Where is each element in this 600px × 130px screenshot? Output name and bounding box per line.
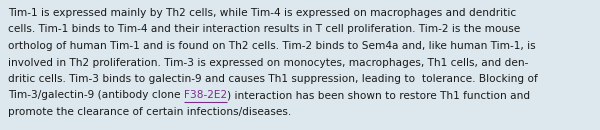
Text: F38-2E2: F38-2E2 bbox=[184, 90, 227, 100]
Text: Tim-3/galectin-9 (antibody clone: Tim-3/galectin-9 (antibody clone bbox=[8, 90, 184, 100]
Text: cells. Tim-1 binds to Tim-4 and their interaction results in T cell proliferatio: cells. Tim-1 binds to Tim-4 and their in… bbox=[8, 24, 520, 34]
Text: ortholog of human Tim-1 and is found on Th2 cells. Tim-2 binds to Sem4a and, lik: ortholog of human Tim-1 and is found on … bbox=[8, 41, 536, 51]
Text: dritic cells. Tim-3 binds to galectin-9 and causes Th1 suppression, leading to  : dritic cells. Tim-3 binds to galectin-9 … bbox=[8, 74, 538, 84]
Text: ) interaction has been shown to restore Th1 function and: ) interaction has been shown to restore … bbox=[227, 90, 530, 100]
Text: involved in Th2 proliferation. Tim-3 is expressed on monocytes, macrophages, Th1: involved in Th2 proliferation. Tim-3 is … bbox=[8, 57, 529, 67]
Text: promote the clearance of certain infections/diseases.: promote the clearance of certain infecti… bbox=[8, 107, 291, 117]
Text: Tim-1 is expressed mainly by Th2 cells, while Tim-4 is expressed on macrophages : Tim-1 is expressed mainly by Th2 cells, … bbox=[8, 8, 516, 18]
